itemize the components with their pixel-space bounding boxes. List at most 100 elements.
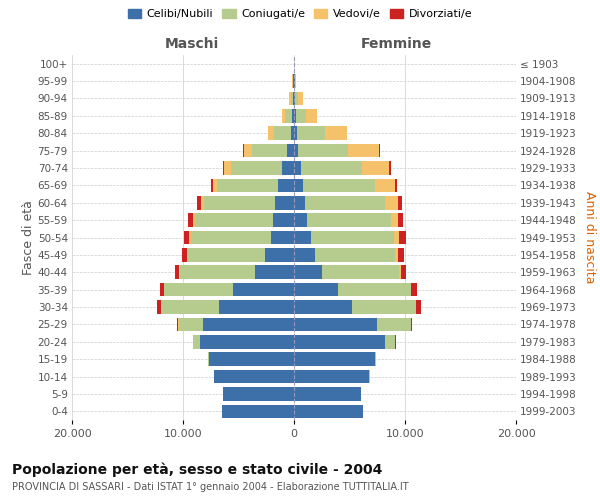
Bar: [395, 248, 398, 262]
Bar: [294, 318, 377, 331]
Bar: [305, 196, 385, 209]
Bar: [289, 92, 290, 105]
Bar: [301, 161, 362, 175]
Bar: [275, 196, 294, 209]
Bar: [223, 161, 224, 175]
Bar: [294, 370, 370, 384]
Bar: [278, 178, 294, 192]
Bar: [217, 178, 278, 192]
Bar: [294, 283, 338, 296]
Bar: [294, 266, 322, 279]
Bar: [179, 266, 255, 279]
Bar: [271, 230, 294, 244]
Bar: [188, 214, 193, 227]
Bar: [294, 248, 315, 262]
Bar: [352, 300, 416, 314]
Bar: [294, 144, 298, 158]
Y-axis label: Fasce di età: Fasce di età: [22, 200, 35, 275]
Bar: [298, 92, 303, 105]
Bar: [290, 126, 294, 140]
Bar: [223, 387, 294, 400]
Bar: [295, 74, 296, 88]
Bar: [398, 248, 404, 262]
Bar: [391, 214, 398, 227]
Bar: [200, 335, 294, 348]
Bar: [294, 92, 295, 105]
Text: Femmine: Femmine: [361, 38, 432, 52]
Bar: [395, 178, 397, 192]
Bar: [400, 266, 401, 279]
Bar: [338, 283, 410, 296]
Bar: [394, 230, 399, 244]
Bar: [303, 178, 375, 192]
Bar: [377, 318, 410, 331]
Bar: [286, 109, 292, 122]
Bar: [160, 283, 164, 296]
Bar: [290, 92, 293, 105]
Bar: [201, 196, 204, 209]
Bar: [252, 144, 287, 158]
Bar: [274, 126, 290, 140]
Bar: [294, 178, 303, 192]
Bar: [182, 248, 187, 262]
Bar: [398, 214, 403, 227]
Bar: [214, 370, 294, 384]
Bar: [231, 161, 282, 175]
Bar: [293, 92, 294, 105]
Bar: [294, 126, 297, 140]
Bar: [307, 214, 391, 227]
Bar: [268, 126, 274, 140]
Bar: [349, 144, 379, 158]
Bar: [179, 318, 203, 331]
Bar: [294, 352, 375, 366]
Bar: [203, 318, 294, 331]
Bar: [294, 387, 361, 400]
Y-axis label: Anni di nascita: Anni di nascita: [583, 191, 596, 284]
Bar: [282, 161, 294, 175]
Bar: [298, 144, 349, 158]
Legend: Celibi/Nubili, Coniugati/e, Vedovi/e, Divorziati/e: Celibi/Nubili, Coniugati/e, Vedovi/e, Di…: [124, 6, 476, 22]
Bar: [187, 248, 265, 262]
Bar: [273, 214, 294, 227]
Bar: [379, 144, 380, 158]
Bar: [282, 109, 286, 122]
Bar: [362, 161, 389, 175]
Bar: [305, 109, 317, 122]
Bar: [164, 283, 233, 296]
Bar: [197, 196, 201, 209]
Bar: [294, 161, 301, 175]
Bar: [385, 196, 398, 209]
Bar: [297, 126, 325, 140]
Bar: [193, 335, 200, 348]
Bar: [265, 248, 294, 262]
Bar: [389, 161, 391, 175]
Bar: [385, 335, 395, 348]
Bar: [296, 109, 305, 122]
Bar: [294, 109, 296, 122]
Bar: [294, 214, 307, 227]
Bar: [213, 178, 217, 192]
Bar: [375, 178, 395, 192]
Bar: [401, 266, 406, 279]
Bar: [293, 74, 294, 88]
Text: PROVINCIA DI SASSARI - Dati ISTAT 1° gennaio 2004 - Elaborazione TUTTITALIA.IT: PROVINCIA DI SASSARI - Dati ISTAT 1° gen…: [12, 482, 409, 492]
Bar: [244, 144, 252, 158]
Bar: [224, 161, 231, 175]
Bar: [294, 230, 311, 244]
Bar: [209, 352, 294, 366]
Bar: [410, 318, 412, 331]
Bar: [322, 266, 400, 279]
Bar: [311, 230, 394, 244]
Bar: [411, 283, 416, 296]
Bar: [292, 109, 294, 122]
Bar: [315, 248, 395, 262]
Bar: [398, 196, 402, 209]
Bar: [294, 404, 363, 418]
Bar: [294, 196, 305, 209]
Bar: [325, 126, 347, 140]
Bar: [218, 300, 294, 314]
Bar: [287, 144, 294, 158]
Text: Popolazione per età, sesso e stato civile - 2004: Popolazione per età, sesso e stato civil…: [12, 462, 382, 477]
Bar: [189, 230, 191, 244]
Bar: [416, 300, 421, 314]
